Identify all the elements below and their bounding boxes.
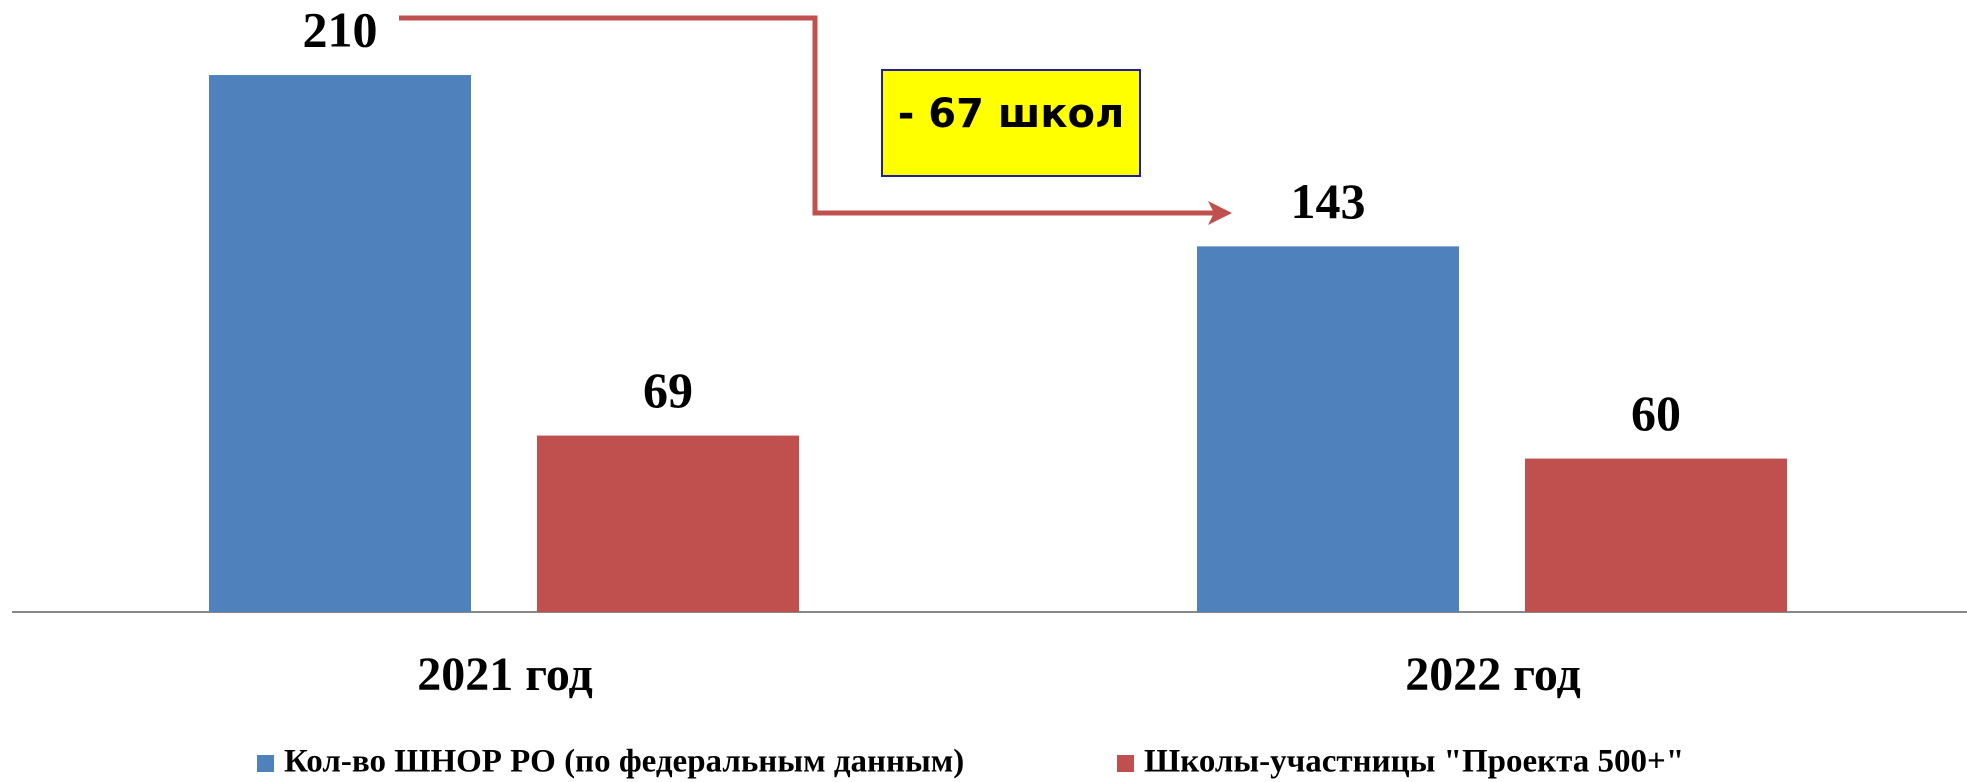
change-arrow <box>399 15 1222 216</box>
bar <box>537 435 799 612</box>
annotation-box <box>881 69 1141 177</box>
data-label: 143 <box>1291 173 1366 229</box>
legend-swatch <box>257 755 274 772</box>
legend-label: Школы-участницы "Проекта 500+" <box>1144 744 1684 780</box>
x-tick-label: 2022 год <box>1405 648 1581 701</box>
legend-label: Кол-во ШНОР РО (по федеральным данным) <box>284 744 964 780</box>
data-label: 210 <box>303 1 378 57</box>
annotation: - 67 школ <box>898 91 1125 137</box>
bar <box>209 75 471 612</box>
data-label: 69 <box>643 362 693 418</box>
legend-swatch <box>1117 755 1134 772</box>
bar <box>1525 458 1787 612</box>
x-tick-label: 2021 год <box>417 648 593 701</box>
data-label: 60 <box>1631 385 1681 441</box>
arrow-head <box>1208 201 1232 225</box>
bar <box>1197 246 1459 612</box>
